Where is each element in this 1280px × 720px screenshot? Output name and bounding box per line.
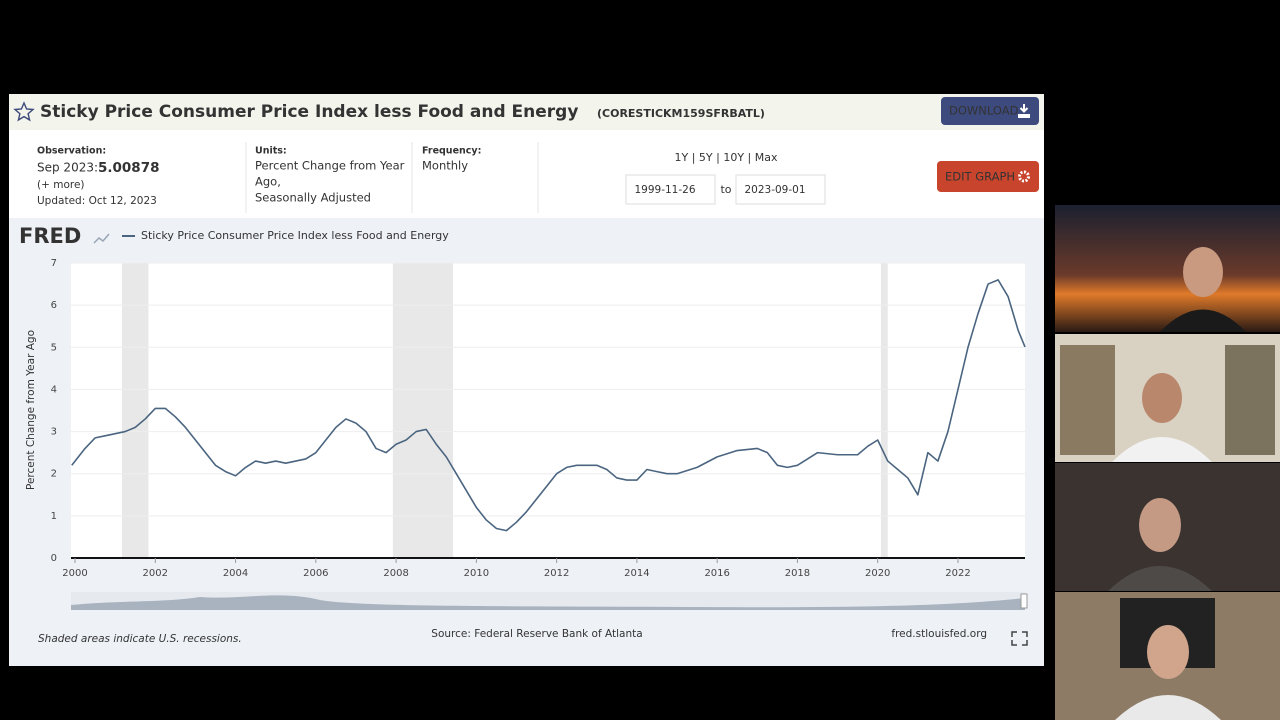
navigator-shape <box>71 595 1025 610</box>
participant <box>1139 498 1181 552</box>
edit-graph-label: EDIT GRAPH <box>945 170 1015 184</box>
units-line: Seasonally Adjusted <box>255 191 371 205</box>
edit-graph-button[interactable] <box>937 161 1039 192</box>
observation-value: 5.00878 <box>98 160 160 176</box>
shelf <box>1060 345 1115 455</box>
navigator-handle[interactable] <box>1020 593 1028 609</box>
date-start: 1999-11-26 <box>634 184 695 196</box>
plot-area <box>71 263 1025 558</box>
series-id: (CORESTICKM159SFRBATL) <box>597 107 765 120</box>
y-tick-label: 0 <box>51 553 57 564</box>
download-icon <box>1018 104 1030 118</box>
y-axis-label: Percent Change from Year Ago <box>25 330 37 490</box>
x-tick-label: 2014 <box>624 568 649 579</box>
units-line: Percent Change from Year <box>255 159 405 173</box>
recession-band <box>880 263 888 558</box>
y-tick-label: 4 <box>51 384 57 395</box>
y-tick-label: 6 <box>51 300 57 311</box>
gear-icon <box>1018 170 1030 183</box>
x-tick-label: 2022 <box>945 568 970 579</box>
x-tick-label: 2000 <box>62 568 87 579</box>
recession-note: Shaded areas indicate U.S. recessions. <box>38 633 242 645</box>
participant <box>1142 373 1182 423</box>
y-tick-label: 2 <box>51 469 57 480</box>
date-end: 2023-09-01 <box>744 184 805 196</box>
x-tick-label: 2008 <box>383 568 408 579</box>
legend-label: Sticky Price Consumer Price Index less F… <box>141 229 449 242</box>
logo-graph <box>93 233 110 244</box>
observation-date: Sep 2023: <box>37 161 98 175</box>
units-line: Ago, <box>255 175 281 189</box>
date-start-input[interactable] <box>625 174 716 205</box>
x-tick-label: 2020 <box>865 568 890 579</box>
participant <box>1160 309 1246 332</box>
shelf <box>1225 345 1275 455</box>
header-bar <box>9 94 1044 130</box>
frequency: Monthly <box>422 159 468 173</box>
download-label: DOWNLOAD <box>949 104 1019 118</box>
video-tile <box>1055 205 1280 332</box>
x-tick-label: 2006 <box>303 568 328 579</box>
series-line <box>71 279 1026 532</box>
units-label: Units: <box>255 146 287 157</box>
recession-band <box>121 263 149 558</box>
fullscreen-icon[interactable] <box>1011 631 1028 646</box>
y-tick-label: 5 <box>51 342 57 353</box>
observation-label: Observation: <box>37 146 106 157</box>
x-tick-label: 2002 <box>143 568 168 579</box>
fred-logo: FRED <box>19 224 81 248</box>
source: Source: Federal Reserve Bank of Atlanta <box>431 628 642 640</box>
download-button[interactable] <box>941 97 1039 125</box>
recession-band <box>392 263 454 558</box>
participant <box>1147 625 1189 679</box>
x-tick-label: 2018 <box>785 568 810 579</box>
y-tick-label: 1 <box>51 511 57 522</box>
y-tick-label: 3 <box>51 427 57 438</box>
favorite-star[interactable] <box>13 101 35 122</box>
page-title: Sticky Price Consumer Price Index less F… <box>40 102 578 122</box>
participant <box>1108 566 1212 591</box>
participant <box>1183 247 1223 297</box>
x-tick-label: 2012 <box>544 568 569 579</box>
x-tick-label: 2016 <box>704 568 729 579</box>
range-links[interactable]: 1Y | 5Y | 10Y | Max <box>675 151 778 164</box>
x-tick-label: 2010 <box>464 568 489 579</box>
site: fred.stlouisfed.org <box>891 628 987 640</box>
participant <box>1115 695 1221 720</box>
y-tick-label: 7 <box>51 258 57 269</box>
more-link[interactable]: (+ more) <box>37 179 85 191</box>
date-end-input[interactable] <box>735 174 826 205</box>
frequency-label: Frequency: <box>422 146 481 157</box>
updated: Updated: Oct 12, 2023 <box>37 195 157 207</box>
date-to: to <box>720 183 731 196</box>
x-tick-label: 2004 <box>223 568 248 579</box>
participant <box>1112 437 1212 462</box>
